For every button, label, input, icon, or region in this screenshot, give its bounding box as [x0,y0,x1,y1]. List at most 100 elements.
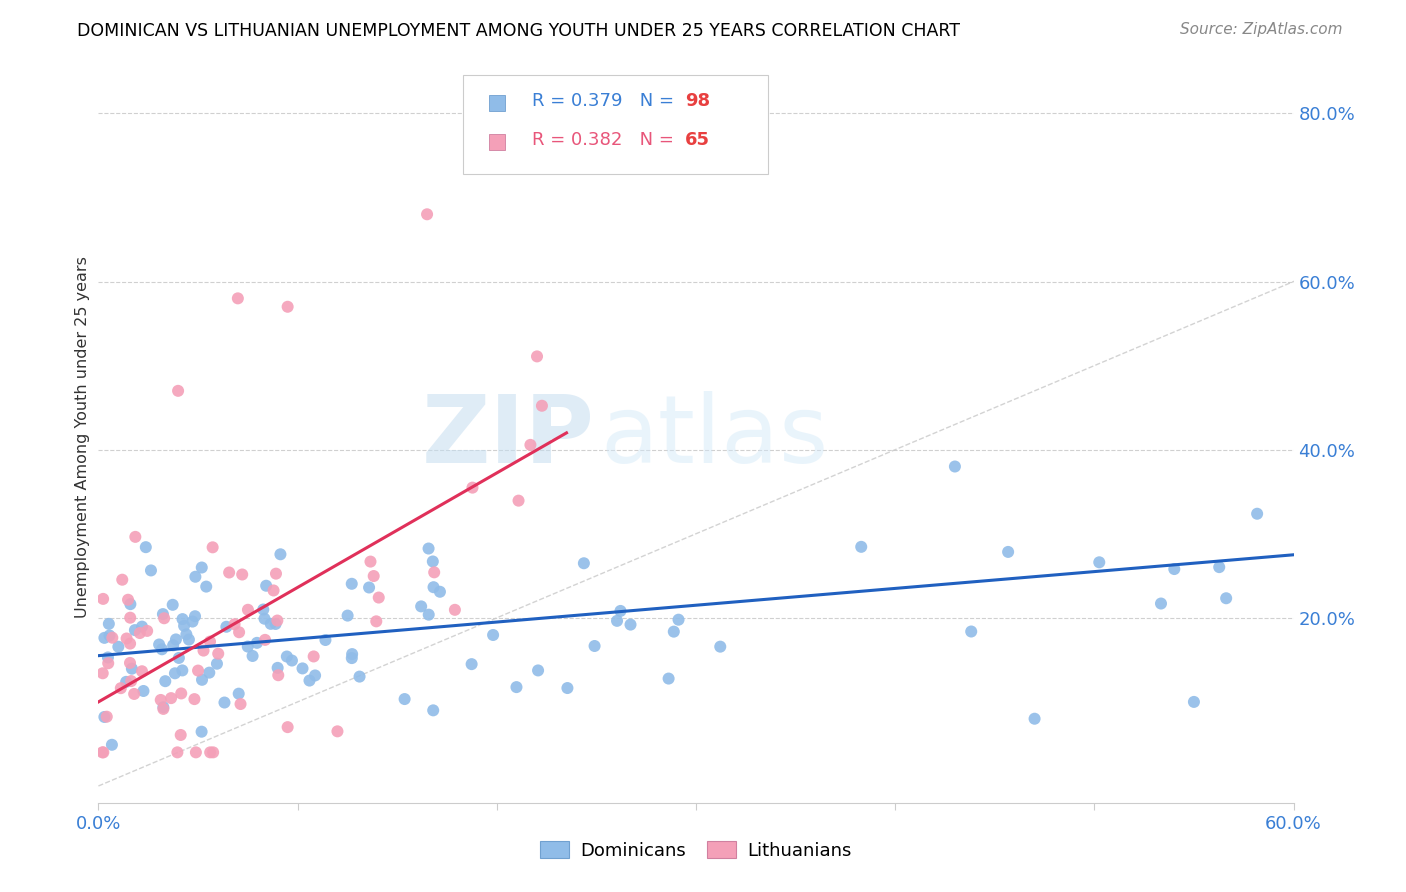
Point [508,493,530,508]
Point [254,632,277,647]
Point [128,626,150,640]
Point [359,555,381,569]
Point [606,614,628,628]
Point [422,554,444,568]
Point [416,207,439,221]
Point [166,745,188,759]
Point [1215,591,1237,606]
Point [97,650,120,665]
Point [198,665,221,680]
Point [709,640,731,654]
Text: R = 0.382   N =: R = 0.382 N = [533,131,681,149]
Point [170,686,193,700]
Point [482,628,505,642]
Point [260,616,283,631]
Point [98,628,121,642]
Point [149,693,172,707]
Point [198,745,221,759]
Point [132,684,155,698]
Point [176,627,198,641]
Point [252,602,274,616]
Point [281,653,304,667]
Point [997,545,1019,559]
FancyBboxPatch shape [463,75,768,174]
Point [264,566,287,581]
Point [152,607,174,621]
Text: R = 0.379   N =: R = 0.379 N = [533,92,681,110]
Text: Source: ZipAtlas.com: Source: ZipAtlas.com [1180,22,1343,37]
Point [226,291,249,305]
Point [302,649,325,664]
Point [96,709,118,723]
FancyBboxPatch shape [489,135,505,151]
Point [340,647,363,661]
Point [218,566,240,580]
Point [411,599,433,614]
Point [101,631,124,645]
Point [131,665,153,679]
Point [336,608,359,623]
Point [662,624,685,639]
Point [340,576,363,591]
Point [461,481,484,495]
Point [228,687,250,701]
Point [314,632,336,647]
Text: ZIP: ZIP [422,391,595,483]
Point [557,681,579,695]
Point [572,556,595,570]
Point [115,674,138,689]
Point [367,591,389,605]
Point [444,603,467,617]
Point [163,666,186,681]
Point [177,632,200,647]
Point [167,384,190,398]
Point [363,569,385,583]
Point [340,651,363,665]
Text: 98: 98 [685,92,710,110]
Point [253,612,276,626]
Point [184,609,207,624]
Point [148,638,170,652]
Point [120,674,142,689]
Point [228,625,250,640]
Point [267,668,290,682]
Point [91,745,114,759]
Point [418,541,440,556]
Point [266,614,288,628]
Point [107,640,129,654]
Point [190,724,212,739]
Point [152,700,174,714]
Point [198,634,221,648]
Point [97,616,120,631]
Point [150,642,173,657]
Point [115,632,138,646]
Point [214,696,236,710]
Point [505,680,527,694]
Point [242,648,264,663]
Point [1163,562,1185,576]
Point [349,670,371,684]
Point [429,584,451,599]
Point [118,656,141,670]
Point [460,657,482,672]
Point [668,613,690,627]
Point [173,619,195,633]
Point [117,592,139,607]
Point [418,607,440,622]
Point [120,597,142,611]
Point [160,691,183,706]
Point [165,632,187,647]
Point [124,623,146,637]
Point [122,687,145,701]
Point [1208,560,1230,574]
Point [264,617,287,632]
Point [139,563,162,577]
Point [394,692,416,706]
Point [326,724,349,739]
Point [191,673,214,687]
Point [97,657,120,671]
Point [101,738,124,752]
Point [263,583,285,598]
Point [121,662,143,676]
Point [170,728,193,742]
